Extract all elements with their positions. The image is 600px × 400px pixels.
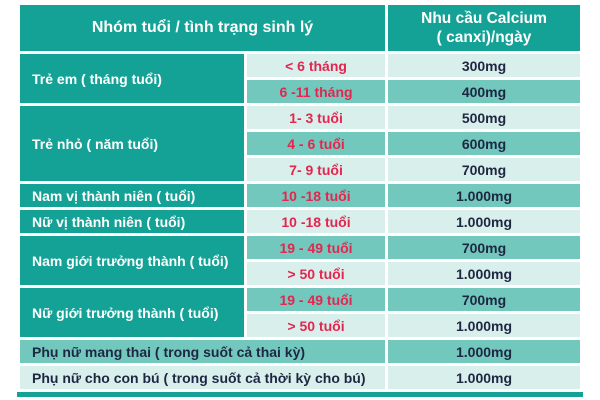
age-range-cell: < 6 tháng xyxy=(247,54,386,77)
age-range-cell: > 50 tuổi xyxy=(247,262,386,285)
value-cell: 1.000mg xyxy=(388,314,581,337)
age-range-cell: 4 - 6 tuổi xyxy=(247,132,386,155)
group-cell-nu-gioi-truong-thanh: Nữ giới trưởng thành ( tuổi) xyxy=(20,288,244,337)
table-row: Nữ giới trưởng thành ( tuổi) 19 - 49 tuổ… xyxy=(20,288,581,337)
group-cell-tre-em: Trẻ em ( tháng tuổi) xyxy=(20,54,244,103)
group-cell-nu-vi-thanh-nien: Nữ vị thành niên ( tuổi) xyxy=(20,210,244,233)
age-range-cell: 6 -11 tháng xyxy=(247,80,386,103)
group-cell-nam-vi-thanh-nien: Nam vị thành niên ( tuổi) xyxy=(20,184,244,207)
bottom-accent-bar xyxy=(17,392,583,397)
value-cell: 1.000mg xyxy=(388,184,581,207)
value-cell: 1.000mg xyxy=(388,210,581,233)
table-row: Nam vị thành niên ( tuổi) 10 -18 tuổi 1.… xyxy=(20,184,581,207)
value-cell: 500mg xyxy=(388,106,581,129)
group-cell-nam-gioi-truong-thanh: Nam giới trưởng thành ( tuổi) xyxy=(20,236,244,285)
age-range-cell: 10 -18 tuổi xyxy=(247,210,386,233)
header-value-column: Nhu cầu Calcium ( canxi)/ngày xyxy=(388,5,581,51)
age-range-cell: 19 - 49 tuổi xyxy=(247,288,386,311)
value-cell: 300mg xyxy=(388,54,581,77)
table-row: > 50 tuổi 1.000mg xyxy=(20,314,581,337)
age-range-cell: 7- 9 tuổi xyxy=(247,158,386,181)
value-cell: 1.000mg xyxy=(388,340,581,363)
calcium-requirements-table: Nhóm tuổi / tình trạng sinh lý Nhu cầu C… xyxy=(17,2,583,392)
value-cell: 700mg xyxy=(388,236,581,259)
table-row: Trẻ em ( tháng tuổi) < 6 tháng 300mg xyxy=(20,54,581,103)
table-row: > 50 tuổi 1.000mg xyxy=(20,262,581,285)
full-row-label-cell-cho-con-bu: Phụ nữ cho con bú ( trong suốt cả thời k… xyxy=(20,366,386,389)
table-row: Nữ vị thành niên ( tuổi) 10 -18 tuổi 1.0… xyxy=(20,210,581,233)
table-row: 6 -11 tháng 400mg xyxy=(20,80,581,103)
age-range-cell: > 50 tuổi xyxy=(247,314,386,337)
table-row: 7- 9 tuổi 700mg xyxy=(20,158,581,181)
table-row: 4 - 6 tuổi 600mg xyxy=(20,132,581,155)
value-cell: 1.000mg xyxy=(388,366,581,389)
header-group-column: Nhóm tuổi / tình trạng sinh lý xyxy=(20,5,386,51)
full-row-label-cell-mang-thai: Phụ nữ mang thai ( trong suốt cả thai kỳ… xyxy=(20,340,386,363)
value-cell: 400mg xyxy=(388,80,581,103)
table-row: Nam giới trưởng thành ( tuổi) 19 - 49 tu… xyxy=(20,236,581,285)
value-cell: 1.000mg xyxy=(388,262,581,285)
group-cell-tre-nho: Trẻ nhỏ ( năm tuổi) xyxy=(20,106,244,181)
age-range-cell: 10 -18 tuổi xyxy=(247,184,386,207)
table-row: Phụ nữ cho con bú ( trong suốt cả thời k… xyxy=(20,366,581,389)
age-range-cell: 1- 3 tuổi xyxy=(247,106,386,129)
table-row: Phụ nữ mang thai ( trong suốt cả thai kỳ… xyxy=(20,340,581,363)
header-row: Nhóm tuổi / tình trạng sinh lý Nhu cầu C… xyxy=(20,5,581,51)
value-cell: 700mg xyxy=(388,158,581,181)
value-cell: 700mg xyxy=(388,288,581,311)
age-range-cell: 19 - 49 tuổi xyxy=(247,236,386,259)
value-cell: 600mg xyxy=(388,132,581,155)
table-row: Trẻ nhỏ ( năm tuổi) 1- 3 tuổi 500mg xyxy=(20,106,581,181)
